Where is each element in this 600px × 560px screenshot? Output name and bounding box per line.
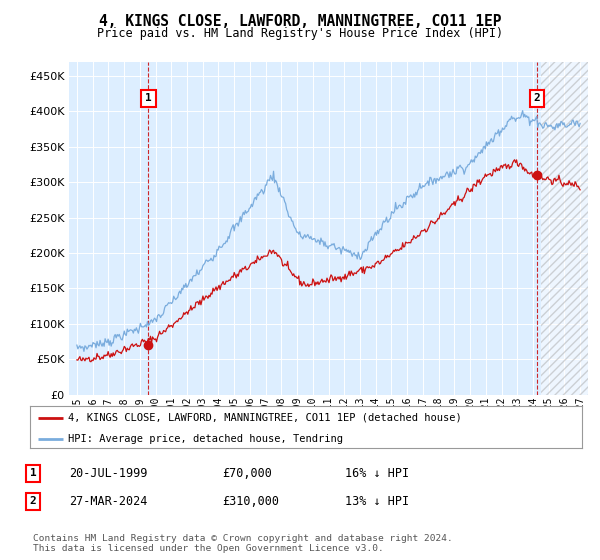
Text: 20-JUL-1999: 20-JUL-1999 [69, 466, 148, 480]
Text: 1: 1 [145, 94, 152, 104]
Text: 2: 2 [29, 496, 37, 506]
Bar [541, 62, 588, 395]
Text: 13% ↓ HPI: 13% ↓ HPI [345, 494, 409, 508]
Text: Price paid vs. HM Land Registry's House Price Index (HPI): Price paid vs. HM Land Registry's House … [97, 27, 503, 40]
Text: 16% ↓ HPI: 16% ↓ HPI [345, 466, 409, 480]
Text: 27-MAR-2024: 27-MAR-2024 [69, 494, 148, 508]
Text: HPI: Average price, detached house, Tendring: HPI: Average price, detached house, Tend… [68, 434, 343, 444]
Text: 1: 1 [29, 468, 37, 478]
Text: 2: 2 [533, 94, 540, 104]
Text: £70,000: £70,000 [222, 466, 272, 480]
Text: £310,000: £310,000 [222, 494, 279, 508]
Text: 4, KINGS CLOSE, LAWFORD, MANNINGTREE, CO11 1EP (detached house): 4, KINGS CLOSE, LAWFORD, MANNINGTREE, CO… [68, 413, 461, 423]
Text: Contains HM Land Registry data © Crown copyright and database right 2024.
This d: Contains HM Land Registry data © Crown c… [33, 534, 453, 553]
Text: 4, KINGS CLOSE, LAWFORD, MANNINGTREE, CO11 1EP: 4, KINGS CLOSE, LAWFORD, MANNINGTREE, CO… [99, 14, 501, 29]
